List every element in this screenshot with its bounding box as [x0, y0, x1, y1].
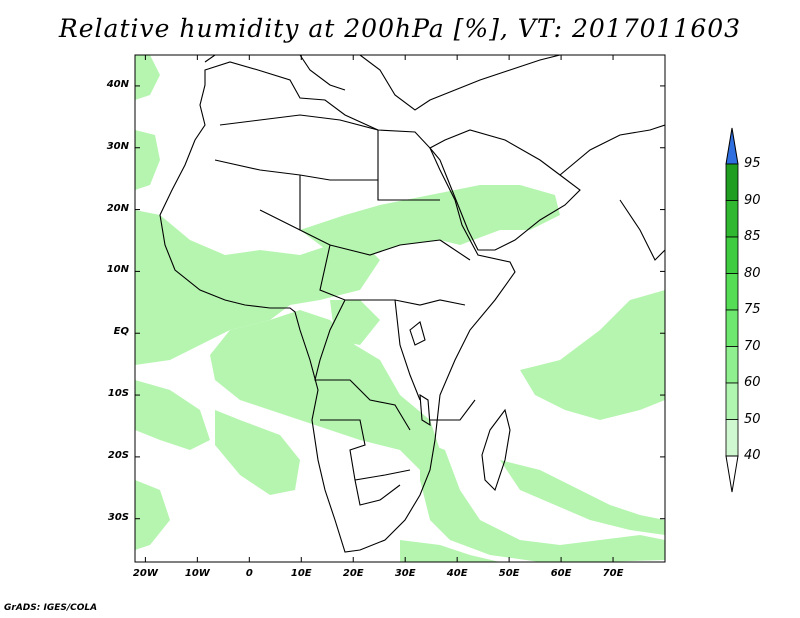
lat-tick-label: EQ — [113, 326, 129, 338]
lat-tick-label: 10S — [107, 388, 129, 400]
humidity-region-central-africa — [210, 310, 440, 470]
lat-tick-label: 30N — [106, 140, 129, 152]
lon-tick-label: 50E — [498, 568, 520, 579]
colorbar-under-triangle — [725, 455, 739, 493]
axis-ticks — [135, 55, 665, 562]
humidity-region-indian-ocean — [520, 290, 665, 420]
humidity-region-atlantic — [135, 210, 380, 365]
arabia-coastline — [429, 129, 581, 251]
colorbar — [725, 127, 739, 493]
country-borders — [214, 114, 476, 506]
lat-tick-label: 20S — [107, 449, 129, 461]
humidity-region-east-indian — [500, 460, 665, 535]
colorbar-segment — [725, 382, 739, 420]
map-frame — [134, 54, 666, 563]
humidity-region-south-atlantic — [135, 380, 210, 450]
colorbar-level-label: 75 — [744, 302, 761, 317]
lat-tick-label: 40N — [106, 78, 129, 90]
colorbar-segment — [725, 236, 739, 274]
colorbar-segment — [725, 273, 739, 311]
colorbar-segment — [725, 419, 739, 457]
colorbar-segment — [725, 346, 739, 384]
humidity-region-angola — [215, 410, 300, 495]
humidity-region-northwest — [135, 55, 160, 100]
colorbar-level-label: 90 — [744, 192, 761, 208]
humidity-region-south-tip — [135, 480, 170, 550]
lon-tick-label: 10E — [290, 568, 312, 579]
madagascar-coastline — [481, 408, 511, 492]
lat-tick-label: 30S — [107, 511, 129, 523]
coastlines — [159, 55, 665, 553]
colorbar-segment — [725, 163, 739, 201]
humidity-region-south-edge — [400, 540, 500, 562]
colorbar-level-label: 70 — [744, 338, 761, 354]
humidity-region-mozambique — [420, 440, 665, 562]
colorbar-level-label: 50 — [744, 411, 761, 427]
lon-tick-label: 60E — [550, 568, 572, 579]
lon-tick-label: 30E — [394, 568, 416, 579]
lon-tick-label: 40E — [446, 568, 468, 579]
map-title: Relative humidity at 200hPa [%], VT: 201… — [58, 14, 742, 43]
colorbar-level-label: 85 — [744, 229, 761, 244]
africa-coastline — [159, 61, 516, 553]
lon-tick-label: 20E — [342, 568, 364, 579]
lakes — [409, 321, 431, 427]
lon-tick-label: 20W — [132, 568, 158, 579]
colorbar-level-label: 80 — [744, 265, 761, 281]
colorbar-over-triangle — [725, 127, 739, 165]
colorbar-level-label: 40 — [744, 448, 761, 463]
colorbar-segment — [725, 200, 739, 238]
lat-tick-label: 10N — [106, 264, 129, 276]
colorbar-level-label: 95 — [744, 156, 761, 171]
lat-tick-label: 20N — [106, 202, 129, 214]
credit-text: GrADS: IGES/COLA — [4, 603, 98, 613]
lon-tick-label: 70E — [602, 568, 624, 579]
lon-tick-label: 0 — [245, 568, 253, 579]
humidity-region-sahel — [300, 185, 560, 260]
humidity-region-west-coast — [135, 130, 160, 190]
asia-coastline — [559, 124, 665, 261]
europe-coastline — [204, 55, 561, 111]
lon-tick-label: 10W — [184, 568, 210, 579]
colorbar-level-label: 60 — [744, 375, 761, 390]
humidity-region-congo — [330, 300, 380, 345]
humidity-shading — [135, 55, 665, 562]
colorbar-segment — [725, 309, 739, 347]
